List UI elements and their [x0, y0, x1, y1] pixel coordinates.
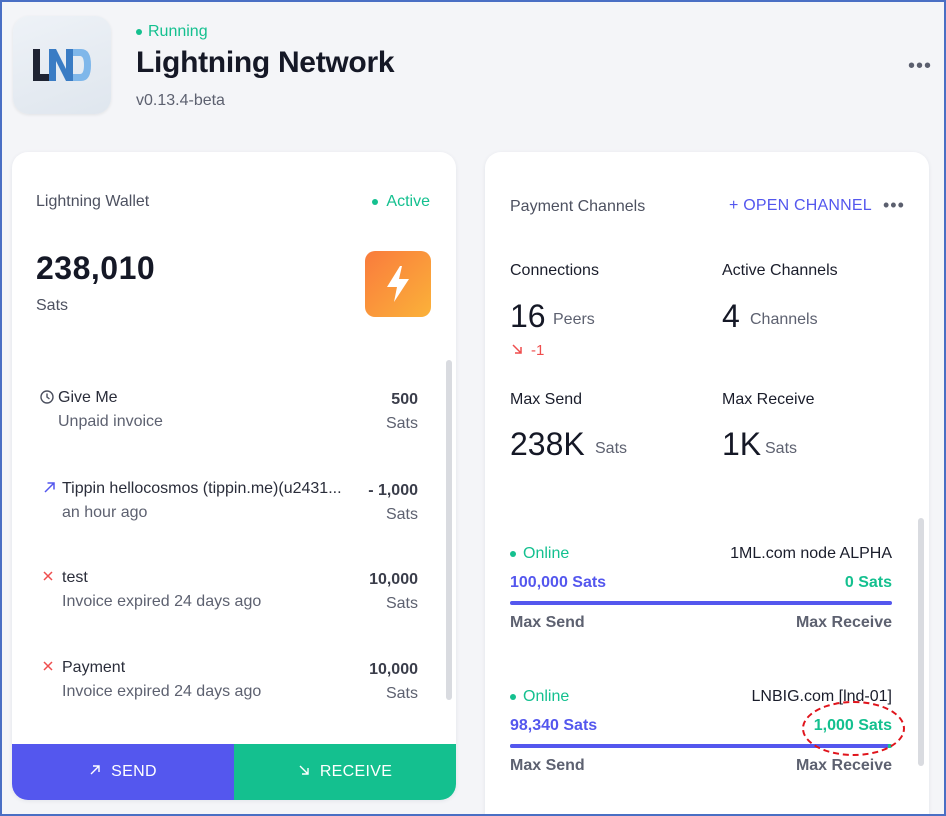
send-button-label: SEND	[111, 763, 157, 780]
max-send-label: Max Send	[510, 391, 583, 408]
status-dot	[510, 551, 516, 557]
channel-send-label: Max Send	[510, 757, 585, 774]
transaction-subtitle: Invoice expired 24 days ago	[62, 593, 262, 610]
list-item[interactable]: Payment Invoice expired 24 days ago 10,0…	[12, 640, 456, 710]
wallet-balance: 238,010	[36, 250, 156, 286]
lnd-logo-icon	[13, 16, 111, 114]
list-item[interactable]: test Invoice expired 24 days ago 10,000 …	[12, 550, 456, 620]
transaction-amount: 500	[391, 391, 418, 408]
transaction-unit: Sats	[385, 685, 418, 702]
channels-title: Payment Channels	[510, 198, 646, 215]
channel-send-label: Max Send	[510, 614, 585, 631]
lightning-wallet-card: Lightning Wallet Active 238,010 Sats Giv…	[12, 152, 456, 800]
max-receive-value: 1K	[722, 426, 762, 462]
lightning-bolt-icon	[365, 251, 431, 317]
channel-node-name: 1ML.com node ALPHA	[730, 545, 892, 562]
transaction-title: Tippin hellocosmos (tippin.me)(u2431...	[62, 480, 342, 497]
send-button[interactable]: SEND	[12, 744, 234, 800]
connections-unit: Peers	[553, 311, 595, 328]
active-channels-label: Active Channels	[722, 262, 838, 279]
channel-status: Online	[510, 688, 569, 706]
channel-item[interactable]: Online LNBIG.com [lnd-01] 98,340 Sats 1,…	[510, 688, 892, 798]
transaction-subtitle: Invoice expired 24 days ago	[62, 683, 262, 700]
channel-send-amount: 100,000 Sats	[510, 574, 607, 591]
max-receive-unit: Sats	[765, 440, 798, 457]
channel-status-label: Online	[523, 688, 570, 705]
channel-item[interactable]: Online 1ML.com node ALPHA 100,000 Sats 0…	[510, 545, 892, 655]
channel-balance-bar	[510, 601, 892, 605]
channel-receive-label: Max Receive	[795, 614, 892, 631]
transaction-title: test	[62, 569, 88, 586]
arrow-up-right-icon	[41, 481, 57, 497]
x-icon	[40, 570, 56, 586]
transaction-scrollbar[interactable]	[446, 360, 452, 700]
channel-balance-fill	[510, 744, 889, 748]
app-status: Running	[136, 23, 208, 41]
transaction-title: Payment	[62, 659, 126, 676]
connections-delta-value: -1	[531, 342, 545, 359]
more-horizontal-icon[interactable]: •••	[883, 195, 905, 215]
status-dot	[372, 199, 379, 205]
channel-send-amount: 98,340 Sats	[510, 717, 598, 734]
payment-channels-card: Payment Channels + OPEN CHANNEL ••• Conn…	[485, 152, 929, 814]
clock-icon	[39, 390, 55, 406]
arrow-down-right-icon	[511, 342, 523, 359]
wallet-balance-unit: Sats	[36, 297, 69, 314]
wallet-status: Active	[372, 193, 430, 211]
connections-value: 16	[510, 298, 546, 334]
transaction-amount: 10,000	[369, 661, 418, 678]
transaction-unit: Sats	[385, 595, 418, 612]
channel-receive-label: Max Receive	[795, 757, 892, 774]
channel-balance-fill	[510, 601, 892, 605]
channel-balance-bar	[510, 744, 892, 748]
app-status-label: Running	[148, 23, 208, 40]
receive-button[interactable]: RECEIVE	[234, 744, 456, 800]
open-channel-button[interactable]: + OPEN CHANNEL	[729, 197, 872, 214]
transaction-subtitle: an hour ago	[62, 504, 148, 521]
transaction-amount: 10,000	[369, 571, 418, 588]
list-item[interactable]: Give Me Unpaid invoice 500 Sats	[12, 370, 456, 440]
more-horizontal-icon[interactable]: •••	[907, 55, 932, 77]
channel-receive-amount: 0 Sats	[844, 574, 892, 591]
status-dot	[510, 694, 516, 700]
receive-button-label: RECEIVE	[319, 763, 393, 780]
channel-status-label: Online	[523, 545, 570, 562]
max-send-value: 238K	[510, 426, 585, 462]
active-channels-value: 4	[722, 298, 740, 334]
list-item[interactable]: Tippin hellocosmos (tippin.me)(u2431... …	[12, 461, 456, 531]
x-icon	[40, 660, 56, 676]
wallet-label: Lightning Wallet	[36, 193, 150, 210]
app-title: Lightning Network	[136, 46, 395, 79]
max-receive-label: Max Receive	[722, 391, 815, 408]
channel-status: Online	[510, 545, 569, 563]
active-channels-unit: Channels	[750, 311, 818, 328]
channel-receive-amount: 1,000 Sats	[813, 717, 892, 734]
transaction-list: Give Me Unpaid invoice 500 Sats Tippin h…	[12, 357, 456, 747]
transaction-unit: Sats	[385, 506, 418, 523]
max-send-unit: Sats	[595, 440, 628, 457]
transaction-title: Give Me	[58, 389, 118, 406]
channels-scrollbar[interactable]	[918, 518, 924, 766]
connections-delta: -1	[511, 342, 544, 359]
transaction-subtitle: Unpaid invoice	[58, 413, 163, 430]
arrow-up-right-icon	[89, 763, 101, 781]
app-version: v0.13.4-beta	[136, 92, 225, 109]
connections-label: Connections	[510, 262, 599, 279]
status-dot	[136, 29, 142, 35]
channel-node-name: LNBIG.com [lnd-01]	[751, 688, 893, 705]
transaction-amount: - 1,000	[368, 482, 418, 499]
transaction-unit: Sats	[385, 415, 418, 432]
wallet-status-label: Active	[386, 193, 430, 210]
arrow-down-right-icon	[298, 763, 310, 781]
